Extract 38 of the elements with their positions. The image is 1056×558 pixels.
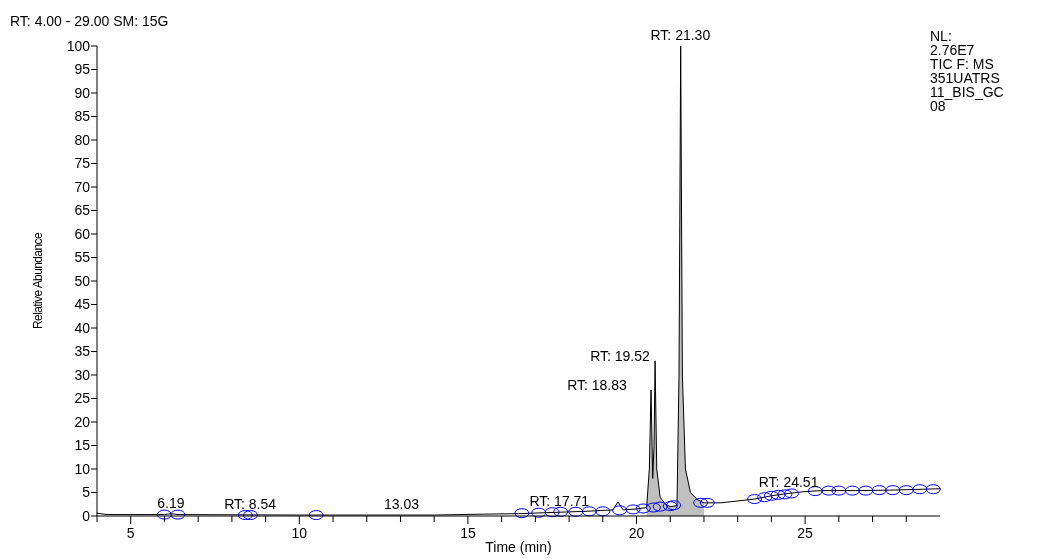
y-tick-label: 65 [74,202,91,219]
y-tick-label: 15 [74,437,91,454]
annotation: RT: 21.30 [650,27,711,43]
x-tick-label: 5 [126,525,135,541]
y-tick-label: 55 [74,249,91,266]
y-tick-label: 35 [74,343,91,360]
y-tick-label: 70 [74,178,91,195]
y-tick-label: 75 [74,155,91,172]
y-tick-label: 20 [74,413,91,430]
y-tick-label: 40 [74,319,91,336]
y-axis-title: Relative Abundance [31,232,45,329]
y-tick-label: 85 [74,108,91,125]
y-tick-label: 45 [74,296,91,313]
x-axis-title: Time (min) [485,539,552,555]
y-tick-label: 95 [74,61,91,78]
y-tick-label: 50 [74,272,91,289]
annotation: RT: 24.51 [758,474,819,491]
y-tick-label: 10 [74,460,91,477]
y-tick-label: 30 [74,366,91,383]
x-tick-label: 15 [460,525,476,541]
y-tick-label: 0 [82,507,91,524]
annotation: 13.03 [383,496,420,513]
annotation: NL: 2.76E7 TIC F: MS 351UATRS 11_BIS_GC 08 [930,28,1004,114]
x-tick-label: 25 [797,525,814,541]
y-tick-label: 25 [74,390,91,407]
annotation: 6.19 [157,494,185,511]
y-tick-label: 60 [74,225,91,242]
y-tick-label: 5 [82,484,91,501]
text: RT: 4.00 - 29.00 SM: 15G [10,13,169,29]
annotation: RT: 17.71 [529,493,590,510]
annotation: RT: 8.54 [224,496,277,513]
x-tick-label: 20 [628,525,645,541]
y-tick-label: 100 [66,37,91,54]
annotation: RT: 18.83 [567,377,628,393]
annotation: RT: 19.52 [590,348,651,364]
x-tick-label: 10 [291,525,308,541]
y-tick-label: 90 [74,84,91,101]
y-tick-label: 80 [74,131,91,148]
